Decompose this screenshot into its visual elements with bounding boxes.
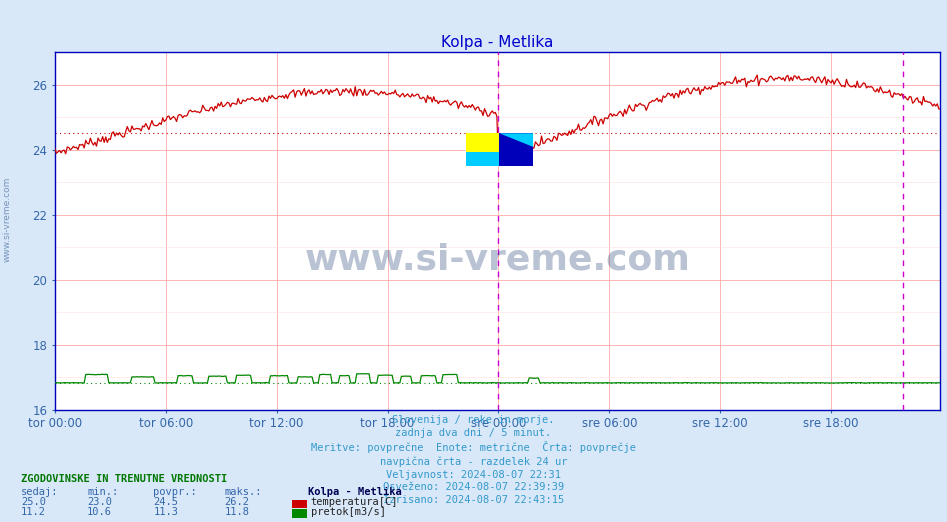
Bar xyxy=(466,133,499,152)
Text: ZGODOVINSKE IN TRENUTNE VREDNOSTI: ZGODOVINSKE IN TRENUTNE VREDNOSTI xyxy=(21,474,227,484)
Text: Slovenija / reke in morje.
zadnja dva dni / 5 minut.
Meritve: povprečne  Enote: : Slovenija / reke in morje. zadnja dva dn… xyxy=(311,415,636,505)
Text: 23.0: 23.0 xyxy=(87,497,112,507)
Bar xyxy=(499,133,533,166)
Text: povpr.:: povpr.: xyxy=(153,487,197,497)
Bar xyxy=(466,152,499,166)
Text: www.si-vreme.com: www.si-vreme.com xyxy=(305,243,690,277)
Text: 11.8: 11.8 xyxy=(224,507,249,517)
Text: www.si-vreme.com: www.si-vreme.com xyxy=(2,176,11,262)
Polygon shape xyxy=(499,133,533,147)
Title: Kolpa - Metlika: Kolpa - Metlika xyxy=(441,34,554,50)
Text: 24.5: 24.5 xyxy=(153,497,178,507)
Text: sedaj:: sedaj: xyxy=(21,487,59,497)
Text: Kolpa - Metlika: Kolpa - Metlika xyxy=(308,487,402,497)
Text: 11.2: 11.2 xyxy=(21,507,45,517)
Text: 11.3: 11.3 xyxy=(153,507,178,517)
Text: 25.0: 25.0 xyxy=(21,497,45,507)
Text: pretok[m3/s]: pretok[m3/s] xyxy=(311,507,385,517)
Text: temperatura[C]: temperatura[C] xyxy=(311,497,398,507)
Text: maks.:: maks.: xyxy=(224,487,262,497)
Text: 26.2: 26.2 xyxy=(224,497,249,507)
Text: min.:: min.: xyxy=(87,487,118,497)
Text: 10.6: 10.6 xyxy=(87,507,112,517)
